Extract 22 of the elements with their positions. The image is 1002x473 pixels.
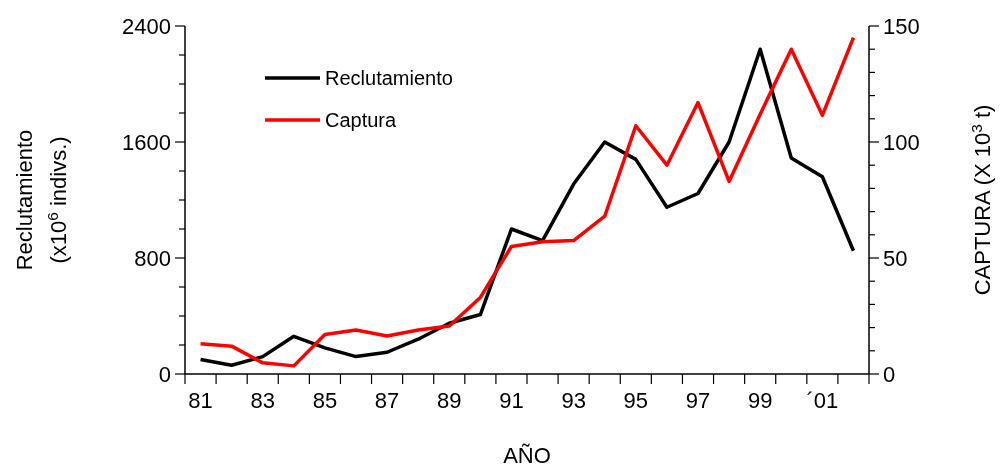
x-tick-label: 85: [312, 388, 338, 413]
y-tick-label: 0: [158, 361, 171, 387]
x-tick-label: 89: [437, 388, 462, 413]
y2-tick-label: 100: [883, 129, 920, 155]
y-tick-label: 1600: [122, 129, 171, 155]
x-tick-label: ´01: [806, 388, 839, 413]
x-tick-label: 93: [561, 388, 586, 413]
y-tick-label: 2400: [122, 13, 171, 39]
y2-tick-label: 0: [883, 361, 896, 387]
x-tick-label: 83: [250, 388, 275, 413]
x-axis-title: AÑO: [503, 443, 551, 468]
y2-tick-label: 150: [883, 13, 920, 39]
x-tick-label: 99: [747, 388, 773, 413]
legend-label: Reclutamiento: [325, 67, 453, 89]
x-tick-label: 91: [499, 388, 524, 413]
legend-label: Captura: [325, 109, 398, 131]
y-tick-label: 800: [134, 245, 171, 271]
x-tick-label: 97: [685, 388, 711, 413]
x-tick-label: 81: [188, 388, 213, 413]
x-tick-label: 95: [623, 388, 649, 413]
y2-tick-label: 50: [883, 245, 908, 271]
x-tick-label: 87: [374, 388, 400, 413]
